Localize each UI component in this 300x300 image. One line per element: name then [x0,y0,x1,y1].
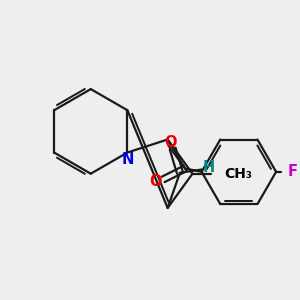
Text: CH₃: CH₃ [224,167,252,181]
Text: O: O [150,174,162,189]
Text: F: F [287,164,297,179]
Text: H: H [203,160,215,175]
Text: O: O [165,135,177,150]
Text: N: N [121,152,134,167]
